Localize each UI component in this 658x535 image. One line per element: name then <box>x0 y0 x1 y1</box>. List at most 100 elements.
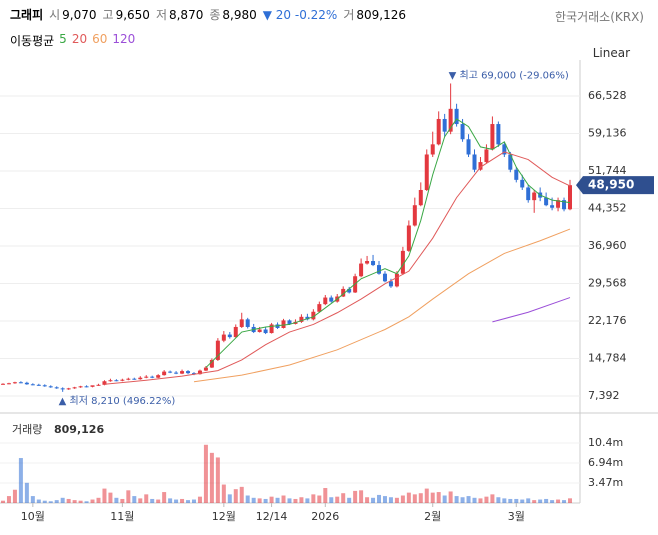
volume-bar <box>90 499 95 503</box>
candle-body <box>120 379 125 381</box>
volume-bar <box>150 498 155 503</box>
candle-body <box>138 377 143 380</box>
y-tick-label: 6.94m <box>588 456 623 469</box>
volume-bar <box>24 482 29 503</box>
candle-body <box>221 334 226 341</box>
candle-body <box>287 320 292 324</box>
volume-bar <box>233 489 238 503</box>
candle-body <box>371 261 376 266</box>
volume-title: 거래량 <box>12 423 42 436</box>
candle-body <box>550 205 555 208</box>
candle-body <box>365 261 370 264</box>
volume-bar <box>18 458 23 503</box>
legend-entry: 60 <box>92 32 108 46</box>
candle-body <box>6 383 11 385</box>
x-tick-label: 11월 <box>110 510 134 523</box>
y-tick-label: 36,960 <box>588 239 627 252</box>
candle-body <box>162 371 167 376</box>
volume-bar <box>138 498 143 503</box>
volume-bar <box>102 488 107 503</box>
legend-entry: 20 <box>71 32 88 46</box>
candle-body <box>66 388 71 390</box>
candle-body <box>263 329 268 334</box>
volume-bar <box>168 498 173 503</box>
quote-item: 저 8,870 <box>156 6 203 23</box>
volume-bar <box>72 500 77 503</box>
candle-body <box>84 386 89 388</box>
candle-body <box>209 359 214 368</box>
volume-bar <box>174 499 179 503</box>
volume-bar <box>377 494 382 503</box>
volume-bar <box>484 496 489 503</box>
volume-bar <box>209 452 214 503</box>
volume-bar <box>382 496 387 503</box>
volume-bar <box>347 497 352 503</box>
y-tick-label: 7,392 <box>588 389 620 402</box>
x-tick-label: 2월 <box>424 510 441 523</box>
candle-body <box>544 197 549 206</box>
y-tick-label: 22,176 <box>588 314 627 327</box>
volume-bar <box>96 497 101 503</box>
candle-body <box>36 384 41 386</box>
candle-body <box>203 367 208 371</box>
volume-bar <box>299 497 304 503</box>
candle-body <box>520 179 525 188</box>
volume-bar <box>203 444 208 503</box>
scale-button[interactable]: Linear <box>592 46 630 60</box>
candle-body <box>132 378 137 380</box>
x-tick-label: 12/14 <box>256 510 288 523</box>
quote-value: 8,980 <box>222 8 257 22</box>
quote-label: 거 <box>343 8 355 22</box>
candle-body <box>42 385 47 387</box>
candle-body <box>329 297 334 302</box>
candle-body <box>12 382 17 384</box>
y-tick-label: 51,744 <box>588 164 627 177</box>
candle-body <box>1 383 5 385</box>
candle-body <box>299 316 304 322</box>
candle-body <box>78 386 83 388</box>
volume-bar <box>132 496 137 503</box>
volume-bar <box>251 497 256 503</box>
candle-body <box>227 334 232 338</box>
candle-body <box>30 384 35 386</box>
volume-bar <box>466 496 471 503</box>
candle-body <box>436 118 441 145</box>
volume-bar <box>162 492 167 503</box>
candle-body <box>394 273 399 287</box>
volume-bar <box>556 499 561 503</box>
x-tick-label: 10월 <box>21 510 45 523</box>
quote-label: 고 <box>102 8 114 22</box>
candle-body <box>478 162 483 170</box>
candle-body <box>412 205 417 226</box>
quote-value: 9,070 <box>62 8 97 22</box>
volume-bar <box>48 501 53 503</box>
volume-bar <box>197 496 202 503</box>
volume-bar <box>275 497 280 503</box>
stock-name: 그래피 <box>10 8 44 22</box>
candle-body <box>54 387 59 389</box>
ma-line <box>205 118 571 368</box>
volume-bar <box>1 500 5 503</box>
volume-bar <box>329 497 334 503</box>
volume-bar <box>454 496 459 503</box>
volume-bar <box>84 501 89 503</box>
candle-body <box>305 316 310 320</box>
volume-bar <box>514 498 519 503</box>
volume-bar <box>305 498 310 503</box>
candle-body <box>418 189 423 206</box>
volume-bar <box>424 488 429 503</box>
volume-bar <box>365 497 370 503</box>
candle-body <box>144 376 149 378</box>
candle-body <box>239 319 244 327</box>
volume-bar <box>323 488 328 503</box>
min-note: ▲ 최저 8,210 (496.22%) <box>59 395 176 407</box>
candle-body <box>150 376 155 378</box>
candle-body <box>359 263 364 277</box>
volume-bar <box>400 495 405 503</box>
legend-entry: 120 <box>112 32 136 46</box>
candle-body <box>245 319 250 327</box>
candle-body <box>126 378 131 380</box>
candle-body <box>90 385 95 387</box>
